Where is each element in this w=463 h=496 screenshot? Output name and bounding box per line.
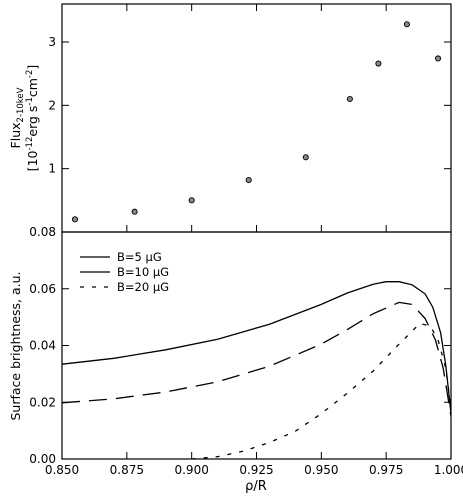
x-tick-label: 0.875	[110, 463, 144, 477]
legend: B=5 μGB=10 μGB=20 μG	[80, 250, 169, 294]
x-tick-label: 0.975	[369, 463, 403, 477]
bottom-y-axis-label: Surface brightness, a.u.	[8, 271, 23, 420]
data-point	[245, 177, 252, 184]
legend-label: B=5 μG	[117, 250, 162, 264]
legend-label: B=10 μG	[117, 265, 169, 279]
x-tick-label: 1.000	[434, 463, 463, 477]
data-point	[188, 197, 195, 204]
top-panel: 1 2 3 Flux2-10keV [10-12erg s-1cm-2]	[8, 3, 452, 233]
top-y-tick-label: 1	[48, 162, 56, 176]
top-plot-frame	[61, 3, 452, 233]
data-point	[131, 208, 138, 215]
series-line	[61, 281, 452, 414]
bottom-y-tick-label: 0.00	[29, 452, 56, 466]
bottom-y-tick-label: 0.06	[29, 282, 56, 296]
bottom-y-tick-label: 0.04	[29, 339, 56, 353]
bottom-y-ticks: 0.00 0.02 0.04 0.06 0.08	[29, 225, 451, 466]
x-tick-label: 0.950	[304, 463, 338, 477]
top-y-label-line1: Flux2-10keV	[8, 87, 26, 148]
bottom-y-tick-label: 0.08	[29, 225, 56, 239]
top-y-ticks: 1 2 3	[48, 4, 452, 232]
data-point	[403, 21, 410, 28]
data-point	[71, 216, 79, 223]
series-line	[61, 301, 452, 417]
top-y-axis-label: Flux2-10keV [10-12erg s-1cm-2]	[8, 65, 40, 172]
data-point	[346, 95, 353, 103]
top-y-label-line2: [10-12erg s-1cm-2]	[25, 65, 40, 172]
top-y-tick-label: 3	[48, 35, 56, 49]
top-y-tick-label: 2	[48, 98, 56, 112]
data-point	[434, 55, 442, 62]
bottom-panel: 0.00 0.02 0.04 0.06 0.08 0.850 0.875 0.900 0.92…	[8, 225, 463, 494]
x-tick-label: 0.850	[45, 463, 79, 477]
x-axis-label: ρ/R	[245, 479, 267, 494]
top-points	[71, 21, 442, 223]
data-point	[375, 60, 382, 67]
series-line	[191, 322, 452, 460]
bottom-lines	[61, 281, 452, 460]
x-tick-label: 0.900	[174, 463, 208, 477]
bottom-x-ticks: 0.850 0.875 0.900 0.925 0.950 0.975 1.000	[45, 452, 463, 477]
x-tick-label: 0.925	[239, 463, 273, 477]
data-point	[302, 154, 309, 161]
bottom-y-tick-label: 0.02	[29, 395, 56, 409]
legend-label: B=20 μG	[117, 280, 169, 294]
